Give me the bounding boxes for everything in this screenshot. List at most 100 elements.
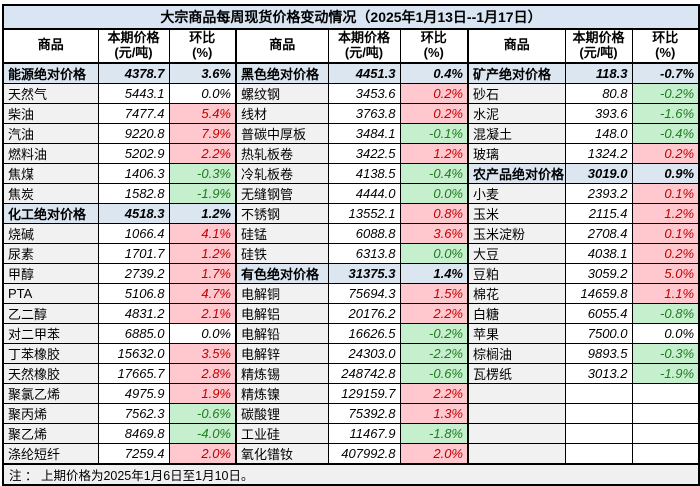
- price-cell: 2739.2: [97, 262, 170, 284]
- pct-cell: 0.0%: [168, 82, 237, 104]
- commodity-cell: 冷轧板卷: [235, 162, 329, 184]
- col-header-commodity-3: 商品: [467, 28, 566, 64]
- commodity-cell: 天然橡胶: [2, 362, 99, 384]
- pct-cell: 1.5%: [399, 282, 469, 304]
- pct-cell: 3.6%: [399, 222, 469, 244]
- commodity-cell: 甲醇: [2, 262, 99, 284]
- table-row: 烧碱 1066.4 4.1% 硅锰 6088.8 3.6% 玉米淀粉 2708.4 0.1%: [2, 222, 700, 244]
- commodity-cell: 碳酸锂: [235, 402, 329, 424]
- commodity-cell: 砂石: [467, 82, 566, 104]
- price-cell: 7500.0: [564, 322, 633, 344]
- table-row: 焦炭 1582.8 -1.9% 无缝钢管 4444.0 0.0% 小麦 2393.2 0.1%: [2, 182, 700, 204]
- pct-cell: 0.2%: [631, 142, 700, 164]
- pct-cell: 0.0%: [399, 242, 469, 264]
- commodity-cell: 无缝钢管: [235, 182, 329, 204]
- commodity-cell: 线材: [235, 102, 329, 124]
- table-row: 聚氯乙烯 4975.9 1.9% 精炼镍 129159.7 2.2%: [2, 382, 700, 404]
- table-row: 涤纶短纤 7259.4 2.0% 氧化镨钕 407992.8 2.0%: [2, 442, 700, 465]
- commodity-cell: 能源绝对价格: [2, 62, 99, 84]
- pct-cell: 0.2%: [631, 242, 700, 264]
- pct-cell: 3.6%: [168, 62, 237, 84]
- price-cell: 7259.4: [97, 442, 170, 465]
- price-cell: 148.0: [564, 122, 633, 144]
- col-header-pct-line1: 环比: [420, 30, 447, 45]
- col-header-pct-line1: 环比: [652, 30, 679, 45]
- price-cell: 5443.1: [97, 82, 170, 104]
- table-row: 天然橡胶 17665.7 2.8% 精炼锡 248742.8 -0.6% 瓦楞纸 3013.2…: [2, 362, 700, 384]
- pct-cell: 2.0%: [168, 442, 237, 465]
- commodity-cell: 矿产绝对价格: [467, 62, 566, 84]
- pct-cell: -0.2%: [631, 82, 700, 104]
- price-cell: 2708.4: [564, 222, 633, 244]
- col-header-price-3: 本期价格 (元/吨): [564, 28, 633, 64]
- table-row: 对二甲苯 6885.0 0.0% 电解铅 16626.5 -0.2% 苹果 7500.0 0.0…: [2, 322, 700, 344]
- price-cell: 8469.8: [97, 422, 170, 444]
- commodity-cell: 白糖: [467, 302, 566, 324]
- commodity-cell: 玉米淀粉: [467, 222, 566, 244]
- pct-cell: 1.9%: [168, 382, 237, 404]
- col-header-pct-2: 环比 (%): [399, 28, 469, 64]
- price-cell: 1324.2: [564, 142, 633, 164]
- pct-cell: -4.0%: [168, 422, 237, 444]
- pct-cell: 5.0%: [631, 262, 700, 284]
- page-title: 大宗商品每周现货价格变动情况（2025年1月13日--1月17日）: [2, 4, 700, 30]
- column-header-row: 商品 本期价格 (元/吨) 环比 (%) 商品 本期价格 (元/吨) 环比 (%…: [2, 28, 700, 64]
- pct-cell: 0.2%: [399, 102, 469, 124]
- price-cell: 75392.8: [327, 402, 401, 424]
- commodity-cell: 不锈钢: [235, 202, 329, 224]
- footnote: 注 ： 上期价格为2025年1月6日至1月10日。: [2, 462, 700, 486]
- price-cell: 3763.8: [327, 102, 401, 124]
- commodity-cell: 瓦楞纸: [467, 362, 566, 384]
- commodity-cell: 棕榈油: [467, 342, 566, 364]
- commodity-cell: 电解铅: [235, 322, 329, 344]
- pct-cell: -0.2%: [399, 322, 469, 344]
- price-cell: 118.3: [564, 62, 633, 84]
- price-cell: 17665.7: [97, 362, 170, 384]
- table-row: 聚乙烯 8469.8 -4.0% 工业硅 11467.9 -1.8%: [2, 422, 700, 444]
- col-header-price-line2: (元/吨): [579, 44, 618, 60]
- commodity-cell: 焦煤: [2, 162, 99, 184]
- commodity-cell: 小麦: [467, 182, 566, 204]
- table-row: 天然气 5443.1 0.0% 螺纹钢 3453.6 0.2% 砂石 80.8 -0.2%: [2, 82, 700, 104]
- price-cell: 407992.8: [327, 442, 401, 465]
- pct-cell: 0.0%: [631, 322, 700, 344]
- pct-cell: -0.4%: [399, 162, 469, 184]
- table-row: 甲醇 2739.2 1.7% 有色绝对价格 31375.3 1.4% 豆粕 3059.2 5.0…: [2, 262, 700, 284]
- table-row: 化工绝对价格 4518.3 1.2% 不锈钢 13552.1 0.8% 玉米 2115.4 1.…: [2, 202, 700, 224]
- price-cell: 24303.0: [327, 342, 401, 364]
- pct-cell: 0.4%: [399, 62, 469, 84]
- price-cell: [564, 442, 633, 465]
- commodity-cell: 工业硅: [235, 422, 329, 444]
- commodity-cell: PTA: [2, 282, 99, 304]
- col-header-price-line1: 本期价格: [572, 30, 625, 45]
- price-cell: 4831.2: [97, 302, 170, 324]
- price-cell: 1406.3: [97, 162, 170, 184]
- commodity-cell: 有色绝对价格: [235, 262, 329, 284]
- price-cell: 4451.3: [327, 62, 401, 84]
- price-cell: 4444.0: [327, 182, 401, 204]
- pct-cell: 2.2%: [399, 382, 469, 404]
- commodity-cell: 对二甲苯: [2, 322, 99, 344]
- commodity-cell: 燃料油: [2, 142, 99, 164]
- col-header-price-2: 本期价格 (元/吨): [327, 28, 401, 64]
- pct-cell: -0.3%: [168, 162, 237, 184]
- price-cell: 4038.1: [564, 242, 633, 264]
- pct-cell: 1.7%: [168, 262, 237, 284]
- price-cell: 3453.6: [327, 82, 401, 104]
- price-cell: 15632.0: [97, 342, 170, 364]
- pct-cell: [631, 402, 700, 424]
- commodity-cell: 氧化镨钕: [235, 442, 329, 465]
- col-header-commodity-1: 商品: [2, 28, 99, 64]
- commodity-cell: 尿素: [2, 242, 99, 264]
- table-row: 汽油 9220.8 7.9% 普碳中厚板 3484.1 -0.1% 混凝土 148.0 -0.4…: [2, 122, 700, 144]
- pct-cell: [631, 382, 700, 404]
- commodity-cell: 螺纹钢: [235, 82, 329, 104]
- pct-cell: -1.8%: [399, 422, 469, 444]
- col-header-price-line2: (元/吨): [114, 44, 153, 60]
- commodity-cell: [467, 382, 566, 404]
- pct-cell: -0.3%: [631, 342, 700, 364]
- commodity-cell: 玉米: [467, 202, 566, 224]
- price-cell: 3019.0: [564, 162, 633, 184]
- pct-cell: -0.4%: [631, 122, 700, 144]
- pct-cell: -2.2%: [399, 342, 469, 364]
